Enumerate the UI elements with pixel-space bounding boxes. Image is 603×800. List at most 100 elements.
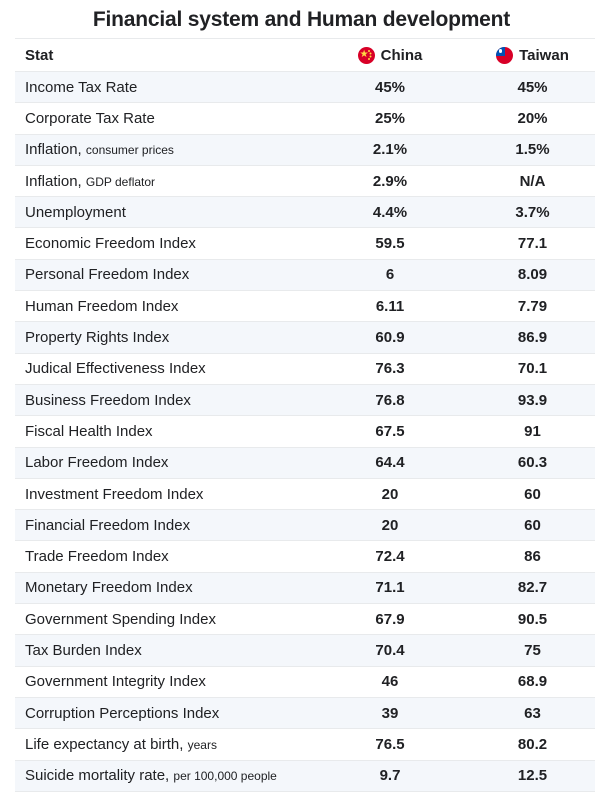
comparison-table: Stat China Taiwan Income Tax Rate 45% 45… [15, 38, 595, 792]
stat-label: Income Tax Rate [25, 78, 138, 96]
table-row: Unemployment 4.4% 3.7% [15, 197, 595, 229]
stat-qualifier: consumer prices [85, 143, 174, 158]
stat-cell: Corporate Tax Rate [15, 110, 310, 127]
taiwan-value: 77.1 [517, 235, 548, 253]
table-row: Government Spending Index 67.9 90.5 [15, 604, 595, 636]
stat-cell: Trade Freedom Index [15, 548, 310, 565]
taiwan-value: 7.79 [517, 297, 548, 315]
stat-label: Fiscal Health Index [25, 422, 153, 440]
stat-cell: Government Spending Index [15, 611, 310, 628]
china-value: 76.8 [375, 391, 405, 409]
stat-qualifier: GDP deflator [85, 174, 156, 189]
table-row: Inflation, GDP deflator 2.9% N/A [15, 166, 595, 198]
china-value: 59.5 [375, 235, 405, 253]
stat-label: Government Integrity Index [25, 673, 206, 691]
table-header: Stat China Taiwan [15, 38, 595, 72]
table-row: Human Freedom Index 6.11 7.79 [15, 291, 595, 323]
taiwan-value: 8.09 [517, 266, 548, 284]
stat-cell: Economic Freedom Index [15, 235, 310, 252]
china-value: 67.5 [375, 422, 405, 440]
column-header-label: Taiwan [519, 46, 569, 64]
table-row: Life expectancy at birth, years 76.5 80.… [15, 729, 595, 761]
taiwan-value: 91 [524, 422, 541, 440]
stat-cell: Monetary Freedom Index [15, 579, 310, 596]
stat-cell: Government Integrity Index [15, 673, 310, 690]
stat-label: Suicide mortality rate, [25, 767, 170, 785]
taiwan-value: 3.7% [515, 203, 550, 221]
china-value: 64.4 [375, 454, 405, 472]
stat-label: Tax Burden Index [25, 641, 142, 659]
table-row: Suicide mortality rate, per 100,000 peop… [15, 760, 595, 792]
stat-cell: Business Freedom Index [15, 392, 310, 409]
taiwan-value: 93.9 [517, 391, 548, 409]
china-value: 2.1% [372, 141, 408, 159]
taiwan-value: 75 [524, 641, 541, 659]
stat-cell: Financial Freedom Index [15, 517, 310, 534]
table-row: Inflation, consumer prices 2.1% 1.5% [15, 134, 595, 166]
stat-cell: Inflation, consumer prices [15, 141, 310, 158]
stat-qualifier: years [187, 737, 217, 752]
taiwan-value: 60 [524, 516, 541, 534]
table-row: Personal Freedom Index 6 8.09 [15, 259, 595, 292]
china-flag-icon [357, 46, 375, 64]
table-row: Financial Freedom Index 20 60 [15, 510, 595, 542]
taiwan-value: 60 [524, 485, 541, 503]
stat-label: Government Spending Index [25, 610, 216, 628]
table-row: Fiscal Health Index 67.5 91 [15, 416, 595, 448]
table-row: Monetary Freedom Index 71.1 82.7 [15, 572, 595, 605]
stat-cell: Corruption Perceptions Index [15, 705, 310, 722]
taiwan-value: 80.2 [517, 735, 548, 753]
stat-cell: Judical Effectiveness Index [15, 360, 310, 377]
stat-cell: Unemployment [15, 204, 310, 221]
taiwan-value: 1.5% [515, 141, 550, 159]
taiwan-flag-icon [496, 46, 514, 64]
stat-label: Inflation, [25, 141, 82, 159]
china-value: 67.9 [375, 610, 405, 628]
stat-label: Inflation, [25, 172, 82, 190]
stat-cell: Tax Burden Index [15, 642, 310, 659]
china-value: 72.4 [375, 548, 405, 566]
stat-label: Property Rights Index [25, 329, 170, 347]
stat-cell: Suicide mortality rate, per 100,000 peop… [15, 767, 310, 784]
table-row: Investment Freedom Index 20 60 [15, 479, 595, 511]
stat-cell: Life expectancy at birth, years [15, 736, 310, 753]
table-row: Labor Freedom Index 64.4 60.3 [15, 447, 595, 479]
table-row: Government Integrity Index 46 68.9 [15, 667, 595, 698]
china-value: 71.1 [375, 579, 405, 597]
stat-label: Monetary Freedom Index [25, 579, 193, 597]
column-header-stat: Stat [15, 47, 310, 64]
table-body: Income Tax Rate 45% 45% Corporate Tax Ra… [15, 72, 595, 792]
taiwan-value: 63 [524, 704, 541, 722]
taiwan-value: 82.7 [517, 579, 548, 597]
stat-label: Corruption Perceptions Index [25, 704, 220, 722]
china-value: 76.5 [375, 735, 405, 753]
table-row: Judical Effectiveness Index 76.3 70.1 [15, 354, 595, 385]
page-title: Financial system and Human development [92, 8, 511, 31]
stat-label: Economic Freedom Index [25, 235, 196, 253]
stat-label: Human Freedom Index [25, 297, 179, 315]
stat-label: Trade Freedom Index [25, 548, 169, 566]
taiwan-value: 68.9 [517, 673, 548, 691]
china-value: 20 [381, 485, 399, 503]
stat-cell: Property Rights Index [15, 329, 310, 346]
column-header-taiwan: Taiwan [470, 46, 595, 64]
taiwan-value: 70.1 [517, 360, 548, 378]
china-value: 39 [381, 704, 399, 722]
stat-label: Investment Freedom Index [25, 485, 204, 503]
table-row: Economic Freedom Index 59.5 77.1 [15, 228, 595, 260]
column-header-label: Stat [25, 46, 54, 64]
taiwan-value: N/A [519, 172, 546, 190]
column-header-label: China [380, 46, 423, 64]
stat-cell: Inflation, GDP deflator [15, 173, 310, 190]
stat-label: Personal Freedom Index [25, 266, 190, 284]
china-value: 46 [381, 673, 399, 691]
table-row: Corporate Tax Rate 25% 20% [15, 103, 595, 135]
table-row: Tax Burden Index 70.4 75 [15, 635, 595, 667]
taiwan-value: 12.5 [517, 767, 548, 785]
china-value: 2.9% [372, 172, 408, 190]
taiwan-value: 20% [517, 109, 548, 127]
table-row: Business Freedom Index 76.8 93.9 [15, 384, 595, 417]
china-value: 4.4% [372, 203, 408, 221]
table-row: Income Tax Rate 45% 45% [15, 72, 595, 104]
